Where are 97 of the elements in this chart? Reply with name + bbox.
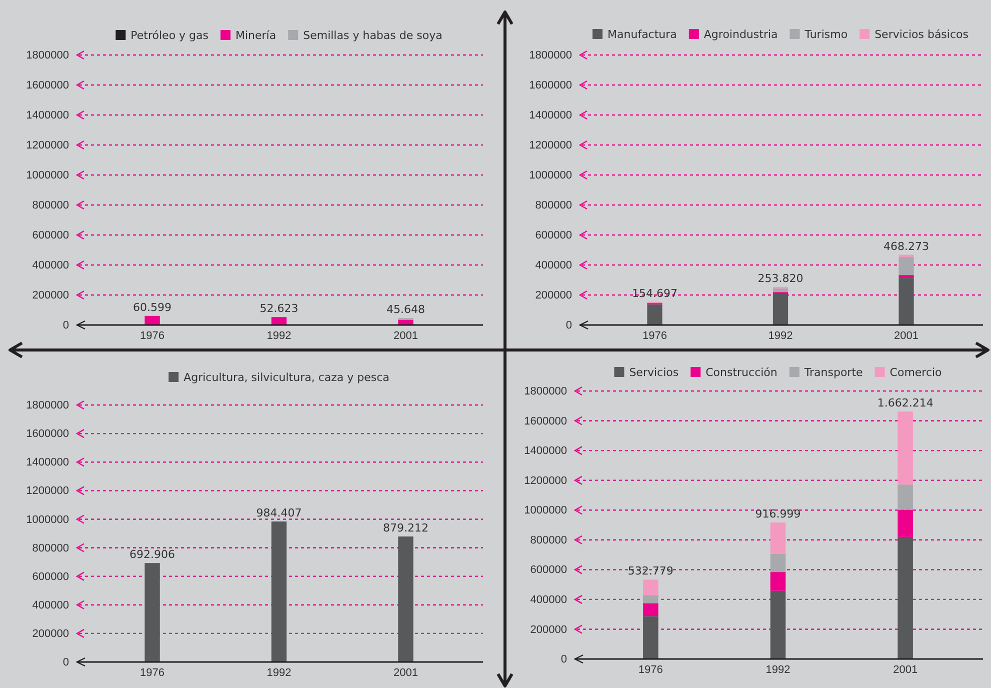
y-tick-label: 1400000 xyxy=(529,110,572,122)
y-tick-label: 600000 xyxy=(535,230,572,242)
x-tick-label: 2001 xyxy=(893,664,918,676)
y-tick-label: 400000 xyxy=(535,260,572,272)
y-tick-label: 0 xyxy=(566,320,572,332)
y-tick-label: 1800000 xyxy=(529,50,572,62)
bar xyxy=(643,603,658,616)
total-label: 52.623 xyxy=(260,302,298,316)
y-tick-label: 1600000 xyxy=(26,80,69,92)
y-tick-label: 600000 xyxy=(32,570,69,583)
total-label: 984.407 xyxy=(256,506,302,520)
total-label: 1.662.214 xyxy=(877,396,934,410)
x-tick-label: 1992 xyxy=(266,330,292,342)
y-tick-label: 1200000 xyxy=(524,474,567,487)
legend-label: Construcción xyxy=(706,366,778,379)
y-tick-label: 1400000 xyxy=(26,110,69,122)
total-label: 916.999 xyxy=(755,507,801,520)
y-tick-label: 1400000 xyxy=(26,456,69,469)
x-tick-label: 2001 xyxy=(393,330,418,342)
x-tick-label: 1992 xyxy=(766,664,790,676)
y-tick-label: 400000 xyxy=(530,594,567,606)
y-tick-label: 1400000 xyxy=(524,445,567,458)
y-tick-label: 200000 xyxy=(32,290,69,302)
bar xyxy=(898,257,914,276)
total-label: 532.779 xyxy=(628,564,674,578)
legend-label: Servicios xyxy=(629,366,679,379)
y-tick-label: 600000 xyxy=(530,564,567,576)
y-tick-label: 1600000 xyxy=(529,80,572,92)
x-tick-label: 1992 xyxy=(266,666,292,679)
legend-label: Semillas y habas de soya xyxy=(303,29,442,42)
legend-label: Minería xyxy=(236,29,276,42)
bar xyxy=(770,522,786,554)
total-label: 468.273 xyxy=(884,240,930,253)
x-tick-label: 2001 xyxy=(393,666,418,679)
bar xyxy=(898,536,913,659)
x-tick-label: 2001 xyxy=(894,330,919,342)
x-tick-label: 1976 xyxy=(638,664,663,676)
y-tick-label: 800000 xyxy=(530,534,567,546)
bar xyxy=(898,275,914,278)
bar xyxy=(398,536,414,662)
y-tick-label: 0 xyxy=(560,654,567,666)
bar xyxy=(898,484,913,510)
bar xyxy=(898,278,914,325)
y-tick-label: 200000 xyxy=(32,628,69,640)
y-tick-label: 400000 xyxy=(32,260,69,272)
y-tick-label: 1200000 xyxy=(26,485,69,498)
y-tick-label: 1000000 xyxy=(26,514,69,526)
y-tick-label: 1000000 xyxy=(26,170,69,182)
legend-label: Manufactura xyxy=(608,28,677,41)
legend-label: Turismo xyxy=(804,28,848,41)
bar xyxy=(898,412,913,485)
bar xyxy=(770,590,786,659)
y-tick-label: 1000000 xyxy=(524,504,567,517)
y-tick-label: 400000 xyxy=(32,599,69,612)
y-tick-label: 1800000 xyxy=(26,400,69,412)
y-tick-label: 1600000 xyxy=(26,428,69,440)
bar xyxy=(772,292,788,325)
legend-label: Transporte xyxy=(803,366,864,379)
y-tick-label: 0 xyxy=(62,656,69,669)
total-label: 45.648 xyxy=(386,303,425,316)
y-tick-label: 1200000 xyxy=(26,140,69,152)
total-label: 154.697 xyxy=(632,286,678,300)
legend-label: Comercio xyxy=(890,366,942,379)
total-label: 253.820 xyxy=(758,272,804,285)
legend-label: Petróleo y gas xyxy=(130,29,209,42)
bar xyxy=(643,580,658,596)
y-tick-label: 0 xyxy=(62,320,69,332)
x-tick-label: 1976 xyxy=(140,330,165,342)
legend-label: Servicios básicos xyxy=(874,28,969,41)
y-tick-label: 1800000 xyxy=(26,50,69,62)
x-tick-label: 1976 xyxy=(140,666,165,679)
y-tick-label: 600000 xyxy=(32,230,69,242)
x-tick-label: 1976 xyxy=(642,330,667,342)
total-label: 60.599 xyxy=(133,300,172,314)
y-tick-label: 1200000 xyxy=(529,140,572,152)
bar xyxy=(898,254,914,258)
y-tick-label: 200000 xyxy=(535,290,572,302)
total-label: 692.906 xyxy=(130,548,176,562)
bar xyxy=(144,563,160,662)
y-tick-label: 1000000 xyxy=(529,170,572,182)
y-tick-label: 200000 xyxy=(530,624,567,636)
total-label: 879.212 xyxy=(382,521,428,534)
bar xyxy=(271,521,287,662)
y-tick-label: 800000 xyxy=(32,200,69,212)
legend-label: Agricultura, silvicultura, caza y pesca xyxy=(184,371,390,384)
bar xyxy=(643,616,658,659)
bar xyxy=(770,572,786,591)
y-tick-label: 800000 xyxy=(32,542,69,554)
x-tick-label: 1992 xyxy=(768,330,793,342)
bar xyxy=(643,595,658,604)
bar xyxy=(772,288,788,292)
y-tick-label: 1600000 xyxy=(524,415,567,428)
legend-label: Agroindustria xyxy=(704,28,778,41)
bar xyxy=(770,554,786,572)
bar xyxy=(647,304,662,325)
y-tick-label: 1800000 xyxy=(524,386,567,398)
y-tick-label: 800000 xyxy=(535,200,572,212)
